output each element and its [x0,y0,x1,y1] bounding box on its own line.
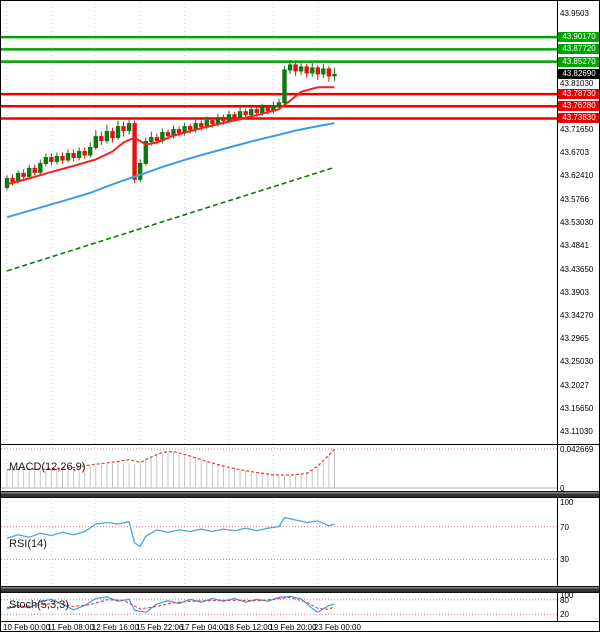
bear-candle [188,126,193,131]
bull-candle [93,136,98,149]
bear-candle [199,123,204,128]
bull-candle [143,141,149,164]
rsi-panel-region[interactable] [1,498,557,586]
rsi-indicator-label: RSI(14) [9,538,47,550]
bear-candle [221,117,226,122]
panel-resize-divider[interactable] [1,586,599,593]
bear-candle [293,64,298,72]
stoch-d-line [6,596,335,610]
time-axis[interactable]: 10 Feb 00:00 11 Feb 08:00 12 Feb 16:00 15 F… [1,622,599,632]
bear-candle [176,129,182,134]
bull-candle [321,68,326,75]
price-chart-region[interactable] [1,1,557,445]
macd-signal-line [6,448,335,476]
rsi-line [6,516,335,548]
bull-candle [27,167,32,177]
bear-candle [121,126,126,132]
bull-candle [298,66,304,72]
stoch-panel-region[interactable] [1,593,557,622]
bull-candle [54,156,60,162]
bear-candle [154,137,160,142]
ma-slow-line [6,122,335,219]
date-axis-label: 23 Feb 00:00 [313,623,361,632]
bear-candle [21,172,26,177]
date-axis-label: 17 Feb 04:00 [180,623,228,632]
trend-line [6,166,335,272]
panel-resize-divider[interactable] [1,491,599,498]
bull-candle [332,73,337,77]
stoch-k-line [6,595,335,614]
stoch-indicator-label: Stoch(5,3,3) [9,599,69,611]
bear-candle [110,131,115,139]
date-axis-label: 15 Feb 22:06 [136,623,184,632]
bull-candle [38,162,43,173]
bear-candle [60,156,65,161]
bear-candle [304,66,309,74]
bear-candle [243,111,248,116]
bear-candle [326,68,332,77]
bull-candle [276,102,282,107]
price-axis-region[interactable] [557,1,599,622]
bear-candle [99,136,104,142]
bull-candle [43,157,48,164]
bear-candle [265,107,271,112]
bull-candle [76,151,82,158]
bear-candle [165,132,171,137]
bull-candle [237,111,243,119]
bear-candle [71,153,76,158]
bull-candle [88,147,93,156]
date-axis-label: 10 Feb 00:00 [3,623,51,632]
bear-candle [254,109,260,114]
bear-candle [232,114,237,119]
bull-candle [126,123,132,132]
bear-candle [82,151,87,156]
date-axis-label: 19 Feb 20:00 [269,623,317,632]
bull-candle [249,109,254,116]
bear-candle [10,177,15,182]
bear-candle [32,167,37,173]
bear-candle [210,120,215,125]
bull-candle [149,137,154,143]
bull-candle [138,162,143,180]
bull-candle [115,126,121,138]
date-axis-label: 12 Feb 16:00 [91,623,139,632]
bull-candle [65,153,71,161]
bull-candle [282,69,287,104]
bull-candle [104,131,110,142]
bear-candle [132,123,137,180]
date-axis-label: 18 Feb 12:00 [225,623,273,632]
bull-candle [287,64,293,71]
macd-indicator-label: MACD(12,26,9) [9,461,86,473]
bear-candle [49,157,54,162]
bear-candle [315,67,321,75]
ma-fast-line [6,86,335,186]
date-axis-label: 11 Feb 08:00 [47,623,94,632]
bull-candle [310,67,315,74]
